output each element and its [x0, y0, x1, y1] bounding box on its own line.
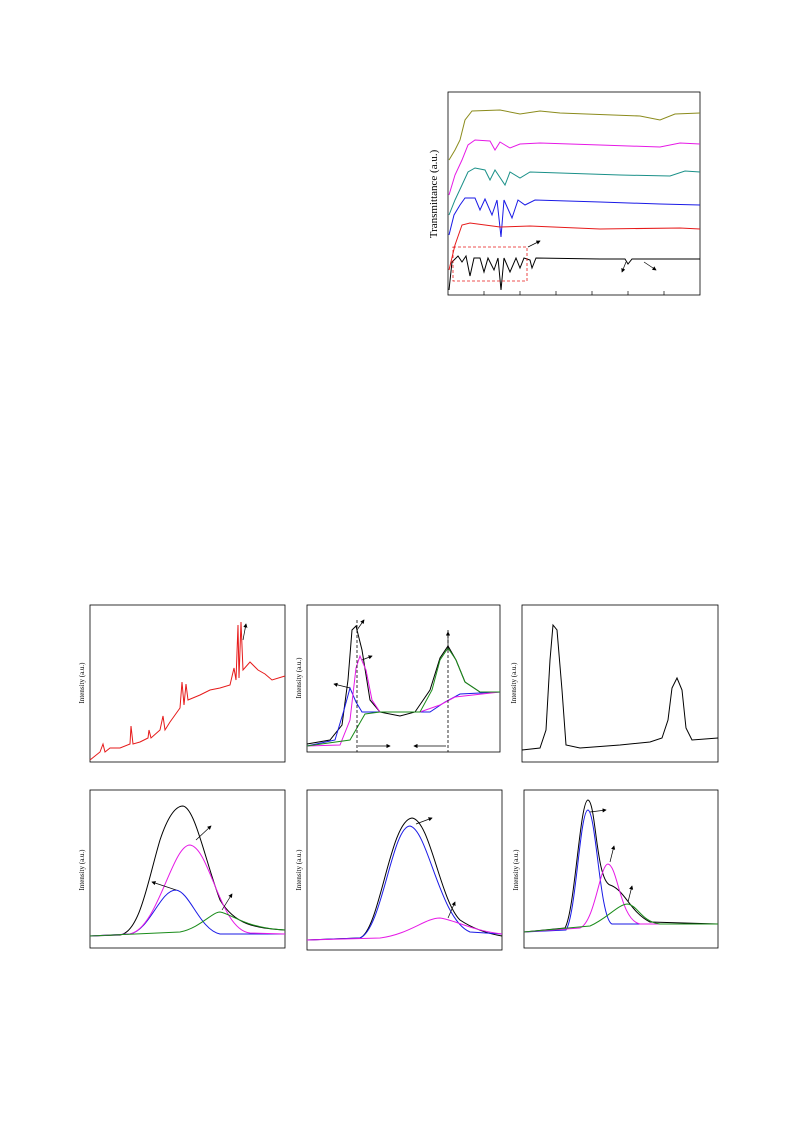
arrow	[195, 825, 212, 841]
plot-frame	[306, 789, 503, 951]
arrow	[221, 893, 233, 911]
curve	[306, 654, 501, 747]
spectrum	[448, 109, 701, 161]
curve	[306, 647, 500, 747]
ticks	[483, 291, 665, 295]
y-axis-label: Intensity (a.u.)	[78, 662, 86, 704]
panel: Intensity (a.u.)	[295, 789, 503, 951]
panel: Intensity (a.u.)	[510, 604, 719, 763]
curve	[89, 911, 286, 937]
curve	[521, 623, 719, 751]
curve	[523, 903, 718, 933]
curve	[523, 809, 718, 933]
panel: Intensity (a.u.)	[295, 604, 501, 753]
panel: Intensity (a.u.)	[78, 604, 286, 763]
plot-frame	[523, 789, 719, 949]
spectrum	[448, 139, 701, 196]
curve	[89, 805, 286, 937]
curve	[89, 889, 285, 937]
y-axis-label: Transmittance (a.u.)	[428, 149, 440, 238]
plot-frame	[89, 789, 286, 949]
curve	[306, 625, 500, 745]
plot-frame	[521, 604, 719, 763]
spectrum	[448, 222, 701, 271]
curve	[306, 825, 503, 941]
curve	[523, 863, 718, 933]
arrow	[621, 261, 627, 273]
ftir-chart: Transmittance (a.u.)	[428, 91, 701, 296]
y-axis-label: Intensity (a.u.)	[295, 657, 303, 699]
spectrum	[448, 254, 700, 291]
curve	[89, 621, 286, 761]
panel: Intensity (a.u.)	[78, 789, 286, 949]
curve	[306, 686, 501, 747]
panel: Intensity (a.u.)	[512, 789, 719, 949]
y-axis-label: Intensity (a.u.)	[510, 662, 518, 704]
arrow	[447, 901, 456, 919]
spectrum	[448, 197, 701, 238]
arrow	[589, 808, 607, 813]
arrow	[333, 682, 351, 689]
arrow	[361, 655, 373, 661]
spectrum	[448, 167, 701, 216]
y-axis-label: Intensity (a.u.)	[512, 849, 520, 891]
arrow	[527, 240, 541, 248]
plot-frame	[447, 91, 701, 296]
y-axis-label: Intensity (a.u.)	[295, 849, 303, 891]
arrow	[643, 261, 657, 271]
arrow	[242, 623, 248, 641]
curve	[306, 917, 503, 941]
highlight-box	[452, 246, 528, 282]
arrow	[356, 619, 365, 631]
arrow	[627, 885, 634, 903]
curve	[306, 817, 503, 941]
plot-frame	[306, 604, 501, 753]
y-axis-label: Intensity (a.u.)	[78, 849, 86, 891]
curve	[523, 799, 719, 933]
arrow	[609, 845, 616, 863]
plot-frame	[89, 604, 286, 763]
curve	[89, 844, 286, 937]
arrow	[415, 817, 433, 825]
arrow	[151, 881, 177, 891]
